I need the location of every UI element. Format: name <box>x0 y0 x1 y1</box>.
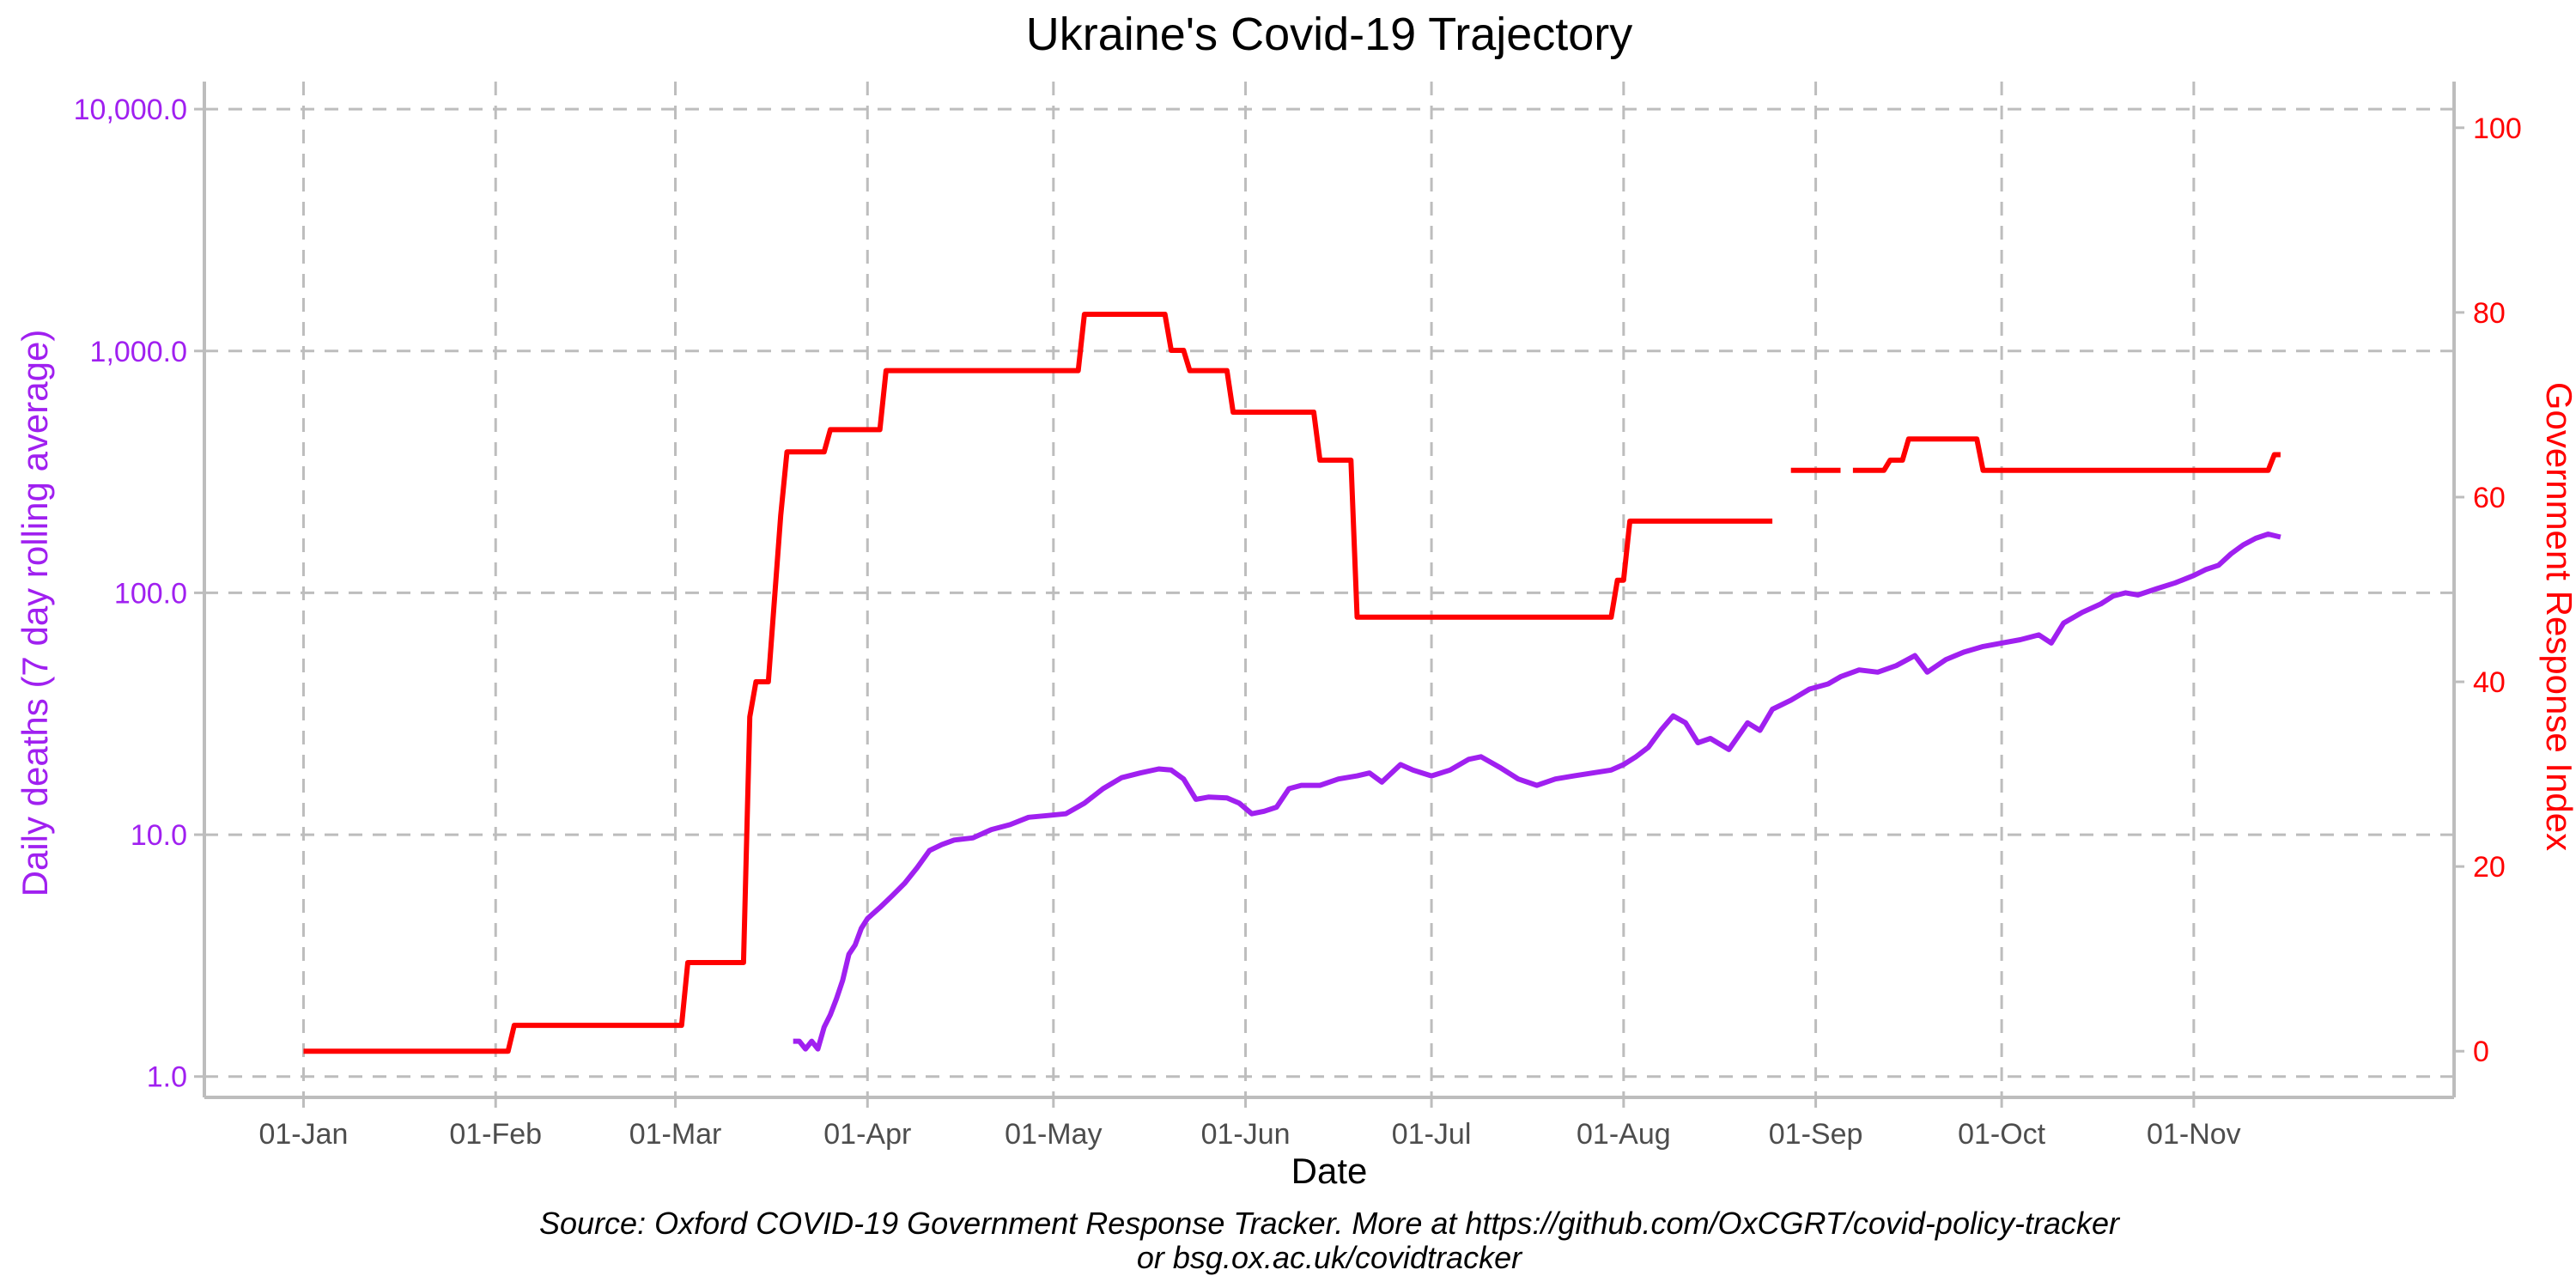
chart-title: Ukraine's Covid-19 Trajectory <box>1026 9 1633 60</box>
right-tick-label: 80 <box>2473 297 2506 330</box>
caption-line-1: Source: Oxford COVID-19 Government Respo… <box>539 1206 2121 1241</box>
x-tick-label: 01-Sep <box>1769 1118 1863 1151</box>
right-tick-label: 40 <box>2473 666 2506 699</box>
government-response-line-segment-0 <box>303 312 1773 1054</box>
right-tick-label: 20 <box>2473 851 2506 884</box>
left-tick-label: 1,000.0 <box>90 336 187 368</box>
x-axis-label: Date <box>1291 1151 1368 1191</box>
x-tick-label: 01-Jan <box>258 1118 348 1151</box>
daily-deaths-line-segment-0 <box>793 532 2281 1052</box>
right-tick-label: 60 <box>2473 482 2506 514</box>
x-tick-label: 01-Oct <box>1958 1118 2046 1151</box>
left-tick-label: 100.0 <box>114 577 187 610</box>
x-tick-label: 01-Jul <box>1392 1118 1472 1151</box>
x-tick-label: 01-May <box>1005 1118 1102 1151</box>
x-tick-label: 01-Feb <box>449 1118 542 1151</box>
x-tick-label: 01-Jun <box>1201 1118 1291 1151</box>
right-tick-label: 100 <box>2473 112 2522 145</box>
caption-line-2: or bsg.ox.ac.uk/covidtracker <box>1137 1240 1523 1275</box>
tick-labels: 01-Jan 01-Feb 01-Mar 01-Apr 01-May 01-Jun 01-J… <box>74 94 2522 1151</box>
x-tick-label: 01-Mar <box>629 1118 722 1151</box>
x-tick-label: 01-Nov <box>2147 1118 2241 1151</box>
x-tick-label: 01-Aug <box>1577 1118 1671 1151</box>
axes <box>194 82 2464 1108</box>
x-tick-label: 01-Apr <box>823 1118 911 1151</box>
right-axis-label: Government Response Index <box>2539 382 2576 851</box>
left-tick-label: 10,000.0 <box>74 94 187 126</box>
grid <box>204 82 2454 1097</box>
left-tick-label: 10.0 <box>131 819 187 852</box>
left-axis-label: Daily deaths (7 day rolling average) <box>15 330 55 897</box>
right-tick-label: 0 <box>2473 1036 2489 1068</box>
government-response-line-segment-2 <box>1852 436 2281 473</box>
left-tick-label: 1.0 <box>147 1061 187 1094</box>
series <box>303 312 2281 1054</box>
